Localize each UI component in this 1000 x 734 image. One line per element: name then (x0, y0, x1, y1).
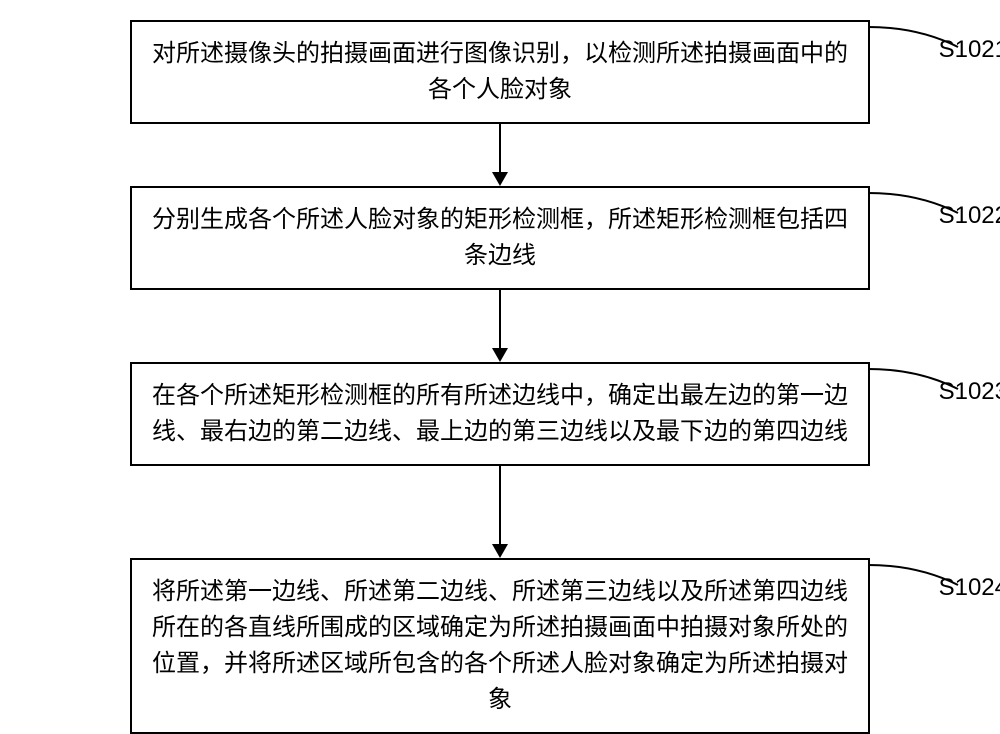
step-label-2: S1022 (939, 198, 1000, 234)
arrow-line-2 (499, 290, 501, 348)
step-text-2: 分别生成各个所述人脸对象的矩形检测框，所述矩形检测框包括四条边线 (152, 207, 848, 269)
step-label-4: S1024 (939, 570, 1000, 606)
step-label-3: S1023 (939, 374, 1000, 410)
step-label-1: S1021 (939, 32, 1000, 68)
step-box-1: S1021 对所述摄像头的拍摄画面进行图像识别，以检测所述拍摄画面中的各个人脸对… (130, 20, 870, 124)
step-box-2: S1022 分别生成各个所述人脸对象的矩形检测框，所述矩形检测框包括四条边线 (130, 186, 870, 290)
arrow-head-3 (492, 544, 508, 558)
step-text-4: 将所述第一边线、所述第二边线、所述第三边线以及所述第四边线所在的各直线所围成的区… (152, 579, 848, 713)
step-box-4: S1024 将所述第一边线、所述第二边线、所述第三边线以及所述第四边线所在的各直… (130, 558, 870, 734)
arrow-head-1 (492, 172, 508, 186)
arrow-2 (130, 290, 870, 362)
flowchart-container: S1021 对所述摄像头的拍摄画面进行图像识别，以检测所述拍摄画面中的各个人脸对… (60, 20, 940, 734)
arrow-line-1 (499, 124, 501, 172)
arrow-head-2 (492, 348, 508, 362)
step-text-1: 对所述摄像头的拍摄画面进行图像识别，以检测所述拍摄画面中的各个人脸对象 (152, 41, 848, 103)
step-box-3: S1023 在各个所述矩形检测框的所有所述边线中，确定出最左边的第一边线、最右边… (130, 362, 870, 466)
arrow-1 (130, 124, 870, 186)
arrow-line-3 (499, 466, 501, 544)
arrow-3 (130, 466, 870, 558)
step-text-3: 在各个所述矩形检测框的所有所述边线中，确定出最左边的第一边线、最右边的第二边线、… (152, 383, 848, 445)
